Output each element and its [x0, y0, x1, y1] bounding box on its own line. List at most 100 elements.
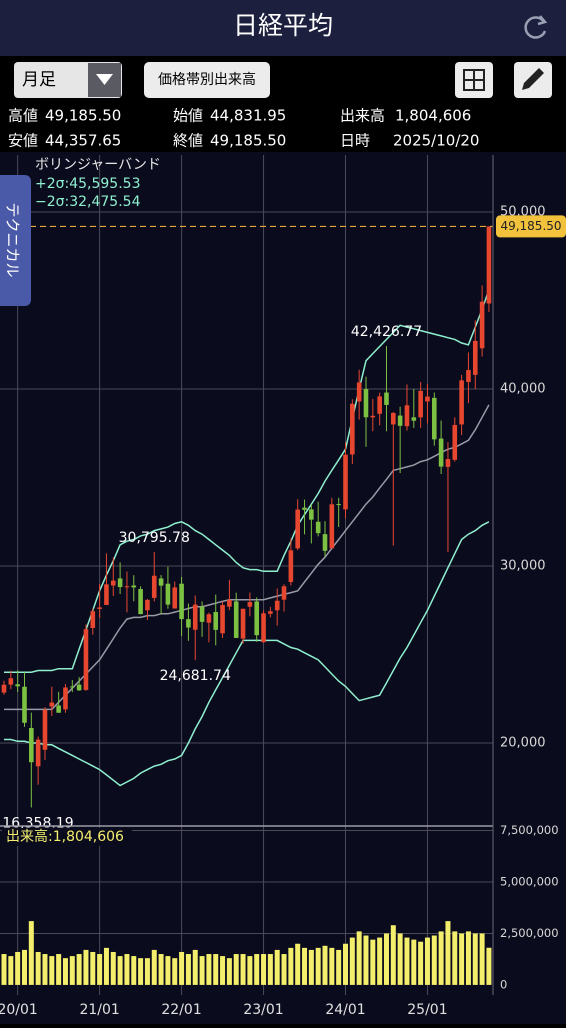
candle-body	[158, 578, 164, 586]
candle-body	[363, 389, 369, 418]
candle-body	[445, 459, 451, 467]
volume-bar	[370, 939, 376, 985]
volume-bar	[28, 921, 34, 985]
candle-body	[165, 583, 171, 605]
page-title: 日経平均	[233, 11, 333, 40]
refresh-button[interactable]	[524, 15, 548, 39]
candle-body	[192, 604, 198, 630]
candle-body	[97, 607, 102, 609]
volume-bar	[199, 956, 205, 985]
volume-bar	[438, 931, 444, 985]
volume-bar	[124, 954, 130, 985]
volume-bar	[158, 954, 164, 985]
candle-body	[486, 226, 492, 304]
volume-bar	[486, 947, 492, 985]
candle-body	[370, 415, 376, 418]
volume-profile-button[interactable]: 価格帯別出来高	[144, 62, 270, 98]
volume-bar	[90, 951, 96, 985]
x-tick-label: 23/01	[243, 1002, 283, 1018]
y-tick-label: 20,000	[500, 736, 546, 751]
volume-bar	[117, 956, 123, 985]
quote-label: 始値	[173, 107, 203, 125]
candle-body	[83, 629, 89, 690]
volume-bar	[69, 956, 75, 985]
candle-body	[247, 601, 253, 607]
volume-bar	[42, 954, 48, 985]
y-tick-label: 7,500,000	[500, 823, 559, 837]
candle-body	[124, 586, 130, 588]
quote-label: 安値	[8, 132, 38, 150]
candle-body	[186, 619, 191, 628]
volume-bar	[315, 947, 321, 985]
volume-bar	[110, 951, 116, 985]
volume-bar	[151, 949, 157, 985]
volume-bar	[165, 956, 171, 985]
candle-body	[302, 507, 307, 510]
volume-bar	[192, 949, 198, 985]
candle-body	[70, 686, 75, 688]
volume-bar	[343, 943, 348, 985]
volume-bar	[363, 935, 369, 985]
volume-bar	[131, 956, 137, 985]
volume-bar	[336, 949, 342, 985]
volume-bar	[1, 954, 7, 985]
candle-body	[356, 382, 362, 402]
volume-bar	[8, 956, 14, 985]
candle-body	[322, 534, 328, 551]
volume-bar	[21, 949, 27, 985]
period-dropdown[interactable]: 月足	[14, 62, 122, 98]
volume-bar	[247, 956, 253, 985]
quote-value: 2025/10/20	[393, 132, 479, 150]
candle-body	[22, 686, 27, 723]
indicator-name: ボリンジャーバンド	[35, 157, 161, 173]
candle-body	[42, 709, 48, 750]
volume-bar	[390, 925, 396, 985]
layout-button[interactable]	[455, 62, 493, 98]
candle-body	[261, 613, 266, 643]
candle-body	[151, 575, 157, 598]
candle-body	[309, 509, 314, 520]
volume-bar	[281, 954, 287, 985]
candle-body	[466, 370, 471, 382]
draw-button[interactable]	[514, 62, 552, 98]
volume-bar	[220, 956, 226, 985]
quote-label: 出来高	[340, 107, 385, 125]
volume-bar	[411, 939, 417, 985]
candle-body	[315, 521, 321, 534]
volume-bar	[144, 958, 150, 985]
candle-body	[479, 301, 485, 349]
button-label: 価格帯別出来高	[158, 71, 256, 88]
candle-body	[138, 589, 143, 615]
y-tick-label: 30,000	[500, 559, 546, 574]
volume-bar	[254, 954, 260, 985]
annotation: 30,795.78	[119, 530, 190, 546]
quote-value: 49,185.50	[210, 132, 286, 150]
volume-bar	[274, 949, 280, 985]
volume-bar	[383, 933, 389, 985]
candle-body	[425, 396, 430, 402]
tab-label: テクニカル	[4, 202, 22, 277]
candle-body	[295, 509, 300, 549]
candle-body	[254, 601, 260, 636]
technical-tab[interactable]: テクニカル	[0, 175, 31, 306]
period-label: 月足	[22, 70, 56, 90]
volume-bar	[261, 954, 267, 985]
x-tick-label: 24/01	[325, 1002, 365, 1018]
candle-body	[391, 412, 396, 425]
volume-bar	[322, 945, 328, 985]
candle-body	[233, 601, 239, 638]
last-price-label: 49,185.50	[500, 219, 561, 233]
candle-body	[384, 392, 389, 405]
candle-body	[411, 417, 417, 421]
candle-body	[213, 612, 219, 630]
candle-body	[76, 684, 82, 691]
quote-value: 44,357.65	[45, 132, 121, 150]
volume-bar	[397, 933, 403, 985]
volume-bar	[431, 935, 437, 985]
candle-body	[377, 396, 382, 414]
candle-body	[145, 599, 150, 611]
volume-bar	[56, 954, 62, 985]
volume-bar	[62, 958, 68, 985]
x-tick-label: 22/01	[161, 1002, 201, 1018]
candle-body	[431, 397, 437, 440]
